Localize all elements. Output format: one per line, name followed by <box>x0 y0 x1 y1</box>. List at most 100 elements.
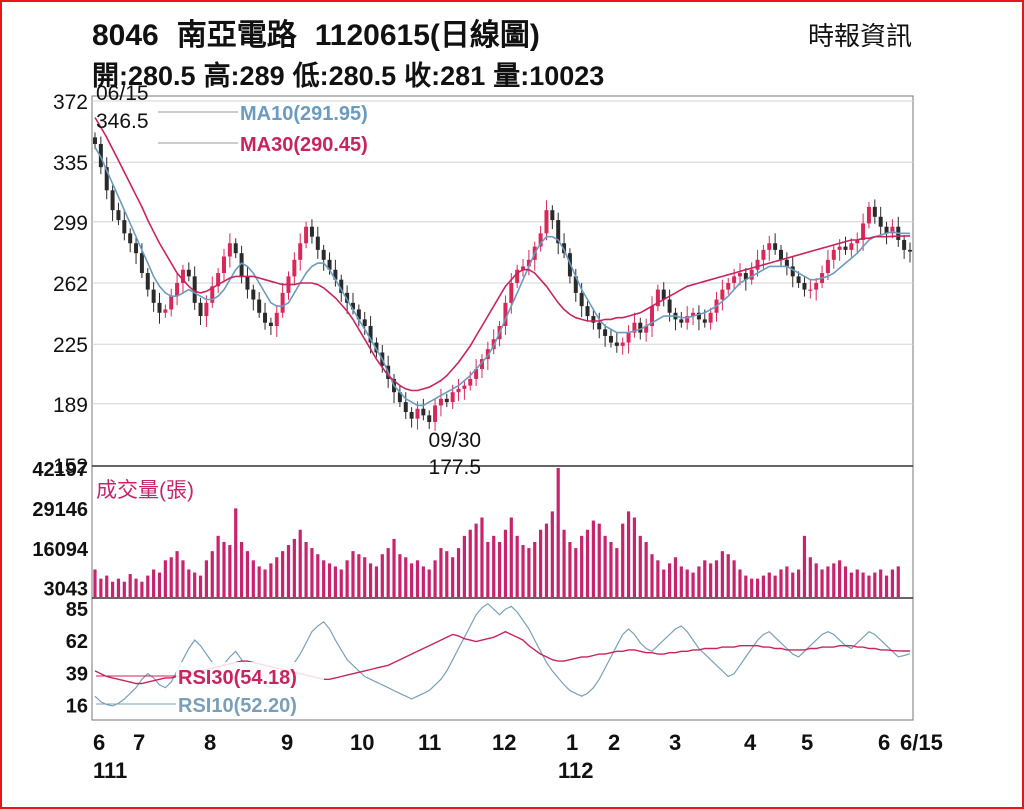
volume-bar <box>134 578 138 597</box>
volume-bar <box>533 541 537 597</box>
candle-body <box>169 296 174 310</box>
candle-body <box>796 276 801 283</box>
candle-body <box>691 312 696 317</box>
candle-body <box>585 306 590 317</box>
volume-bar <box>345 560 349 597</box>
volume-bar <box>843 566 848 597</box>
candle-body <box>93 137 97 144</box>
candle-body <box>802 282 807 290</box>
volume-value: 量:10023 <box>493 61 605 91</box>
price-tick-label: 299 <box>53 212 88 235</box>
x-month-label: 12 <box>492 730 516 755</box>
candle-body <box>902 239 907 250</box>
candle-body <box>403 402 408 413</box>
volume-bar <box>709 563 713 597</box>
chart-title: 8046 南亞電路 1120615(日線圖) <box>92 10 558 54</box>
volume-bar <box>415 560 420 597</box>
price-tick-label: 335 <box>53 152 88 175</box>
volume-bar <box>439 548 443 597</box>
candle-body <box>808 289 813 291</box>
candle-body <box>251 289 256 300</box>
volume-bar <box>480 517 484 597</box>
candle-body <box>104 167 109 191</box>
rsi10-legend-label: RSI10(52.20) <box>178 695 297 717</box>
volume-bar <box>556 468 560 597</box>
volume-bar <box>714 560 719 597</box>
rsi10-line <box>94 602 911 707</box>
volume-bar <box>216 535 220 597</box>
candle-body <box>216 273 221 287</box>
candle-body <box>438 398 443 406</box>
volume-bar <box>679 566 683 597</box>
candle-body <box>784 259 789 267</box>
volume-bar <box>193 572 197 597</box>
candle-body <box>98 143 103 168</box>
candle-body <box>814 282 819 290</box>
volume-bar <box>656 560 660 597</box>
candle-body <box>538 233 543 247</box>
candle-body <box>544 210 549 234</box>
candle-body <box>755 259 760 270</box>
volume-bar <box>755 578 760 597</box>
candle-body <box>163 309 168 313</box>
candle-body <box>685 316 690 323</box>
volume-bar <box>720 551 724 597</box>
candle-body <box>128 233 133 244</box>
volume-bar <box>386 548 390 597</box>
candle-body <box>773 243 778 250</box>
volume-bar <box>492 535 496 597</box>
volume-bar <box>304 541 308 597</box>
candle-body <box>790 266 795 277</box>
ma10-legend-label: MA10(291.95) <box>240 103 368 125</box>
volume-bar <box>527 548 531 597</box>
candle-body <box>462 385 467 389</box>
x-month-label: 8 <box>204 730 216 755</box>
volume-bar <box>380 554 384 597</box>
x-month-label: 2 <box>608 730 620 755</box>
rsi30-legend-label: RSI30(54.18) <box>178 667 297 689</box>
candle-body <box>562 243 567 254</box>
volume-title: 成交量(張) <box>96 479 194 502</box>
volume-bar <box>767 572 771 597</box>
volume-bar <box>802 535 807 597</box>
volume-bar <box>838 560 842 597</box>
rsi-tick-label: 85 <box>66 599 88 621</box>
volume-bar <box>826 566 830 597</box>
candle-body <box>204 302 209 317</box>
volume-bar <box>99 578 103 597</box>
candle-body <box>339 279 344 293</box>
stock-name: 南亞電路 <box>176 19 297 52</box>
candle-body <box>890 226 895 234</box>
candle-body <box>608 335 613 343</box>
volume-bar <box>486 541 490 597</box>
candle-body <box>257 299 262 313</box>
volume-bar <box>773 575 777 597</box>
candle-body <box>644 326 649 333</box>
candle-body <box>843 246 848 250</box>
candle-body <box>245 276 250 290</box>
candle-body <box>550 210 555 221</box>
volume-bar <box>750 578 754 597</box>
volume-bar <box>433 560 437 597</box>
candle-body <box>526 259 531 267</box>
x-month-label: 11 <box>418 730 441 755</box>
x-month-label: 1 <box>566 730 578 755</box>
low-date-label: 09/30 <box>429 429 482 452</box>
candle-body <box>556 220 561 244</box>
volume-bar <box>234 508 238 597</box>
volume-bar <box>615 548 619 597</box>
volume-bar <box>568 541 572 597</box>
candle-body <box>450 392 455 403</box>
volume-bar <box>175 551 179 597</box>
volume-bar <box>574 548 578 597</box>
volume-tick-label: 16094 <box>32 539 88 561</box>
candle-body <box>110 190 115 211</box>
volume-bar <box>732 560 736 597</box>
volume-bar <box>497 541 502 597</box>
volume-bar <box>140 581 144 597</box>
candle-body <box>198 302 203 317</box>
candle-body <box>321 249 326 260</box>
x-month-label: 3 <box>669 730 681 755</box>
candle-body <box>632 322 637 333</box>
